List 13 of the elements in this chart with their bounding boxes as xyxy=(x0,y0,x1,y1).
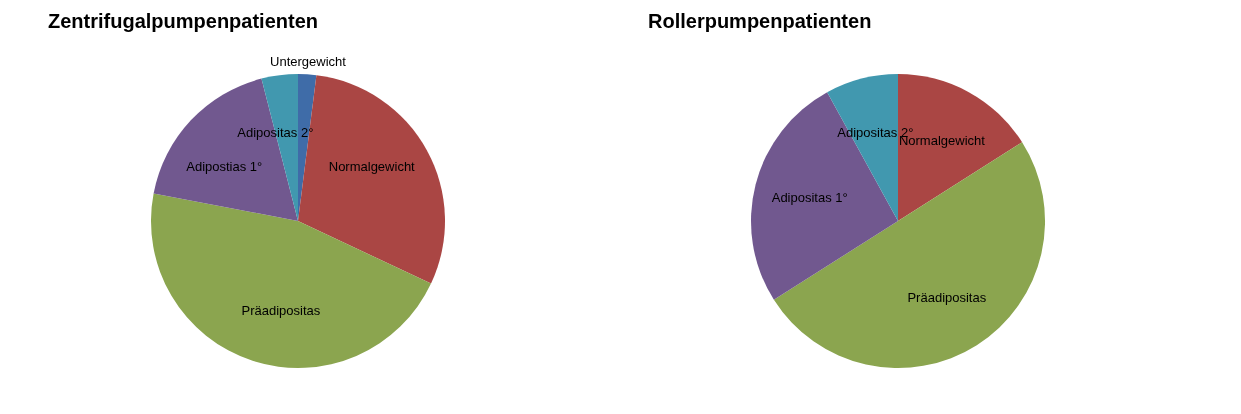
slice-label: Präadipositas xyxy=(241,302,321,318)
slice-label: Präadipositas xyxy=(907,289,987,305)
slice-label: Adipositas 1° xyxy=(771,190,848,206)
chart-title: Zentrifugalpumpenpatienten xyxy=(48,10,318,32)
pie-slice xyxy=(153,78,298,221)
pie-slice xyxy=(298,75,445,284)
chart-title: Rollerpumpenpatienten xyxy=(648,10,872,32)
pie-slice xyxy=(898,74,1023,221)
pie-slice xyxy=(751,92,898,300)
pie-slice xyxy=(151,193,432,368)
slice-label: Untergewicht xyxy=(270,54,347,70)
slice-label: Normalgewicht xyxy=(328,159,416,175)
slice-label: Adipostias 1° xyxy=(186,159,263,175)
